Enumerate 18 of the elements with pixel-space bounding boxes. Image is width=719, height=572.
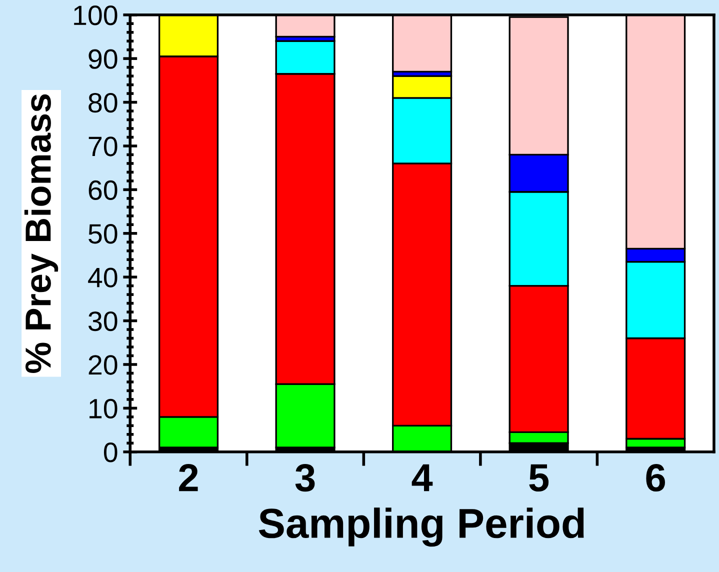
x-tick-label: 3 [295,464,315,492]
x-tick-label: 4 [412,464,433,492]
y-tick-label: 50 [88,224,118,244]
y-tick-label: 100 [74,6,118,26]
x-tick-label: 2 [179,464,198,492]
x-axis-title: Sampling Period [258,508,584,547]
x-tick-label: 6 [646,464,665,492]
x-tick-label: 5 [529,464,549,492]
y-tick-label: 10 [90,398,118,419]
y-tick-label: 70 [88,136,118,156]
y-axis-title: % Prey Biomass [24,94,58,373]
y-tick-label: 30 [88,311,118,332]
y-tick-label: 40 [88,268,118,288]
y-tick-label: 20 [88,355,118,375]
y-tick-label: 0 [104,442,118,462]
y-tick-label: 90 [88,49,118,69]
y-tick-label: 80 [88,92,118,113]
y-tick-label: 60 [88,180,118,200]
